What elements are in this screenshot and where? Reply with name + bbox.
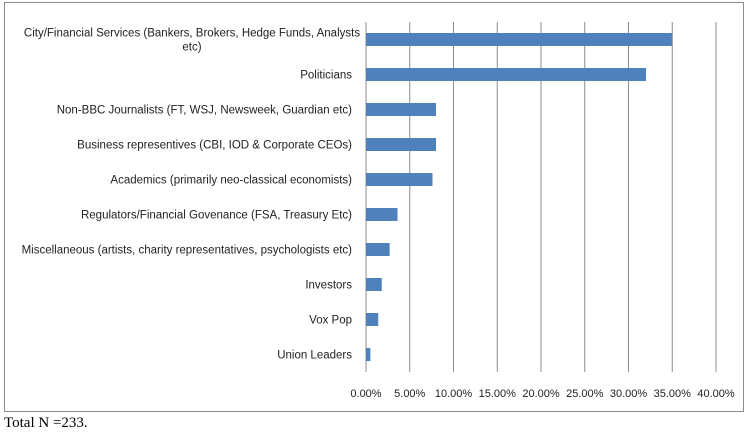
x-tick-label: 30.00% — [610, 388, 648, 400]
category-label: Business representives (CBI, IOD & Corpo… — [77, 140, 352, 152]
x-tick-label: 5.00% — [394, 388, 425, 400]
bar — [366, 33, 673, 46]
bar-chart: City/Financial Services (Bankers, Broker… — [22, 22, 735, 400]
category-label: Union Leaders — [277, 350, 352, 362]
x-tick-label: 15.00% — [479, 388, 517, 400]
bar — [366, 243, 390, 256]
category-label: Regulators/Financial Govenance (FSA, Tre… — [81, 210, 352, 222]
category-label: Miscellaneous (artists, charity represen… — [22, 245, 353, 257]
bar — [366, 68, 646, 81]
x-tick-label: 25.00% — [566, 388, 604, 400]
x-tick-label: 40.00% — [697, 388, 735, 400]
total-n-footnote: Total N =233. — [4, 415, 88, 431]
bar — [366, 348, 371, 361]
bar — [366, 138, 436, 151]
category-label: Investors — [305, 280, 352, 292]
x-tick-label: 35.00% — [654, 388, 692, 400]
x-tick-label: 10.00% — [435, 388, 473, 400]
bar — [366, 173, 433, 186]
bar — [366, 313, 379, 326]
bar — [366, 278, 382, 291]
category-label: Politicians — [300, 70, 352, 82]
x-tick-label: 0.00% — [350, 388, 381, 400]
category-label: Non-BBC Journalists (FT, WSJ, Newsweek, … — [57, 105, 352, 117]
category-label: Academics (primarily neo-classical econo… — [110, 175, 352, 187]
category-label: City/Financial Services (Bankers, Broker… — [24, 28, 360, 54]
bar — [366, 208, 398, 221]
category-label: Vox Pop — [309, 315, 352, 327]
x-tick-label: 20.00% — [522, 388, 560, 400]
bar — [366, 103, 436, 116]
